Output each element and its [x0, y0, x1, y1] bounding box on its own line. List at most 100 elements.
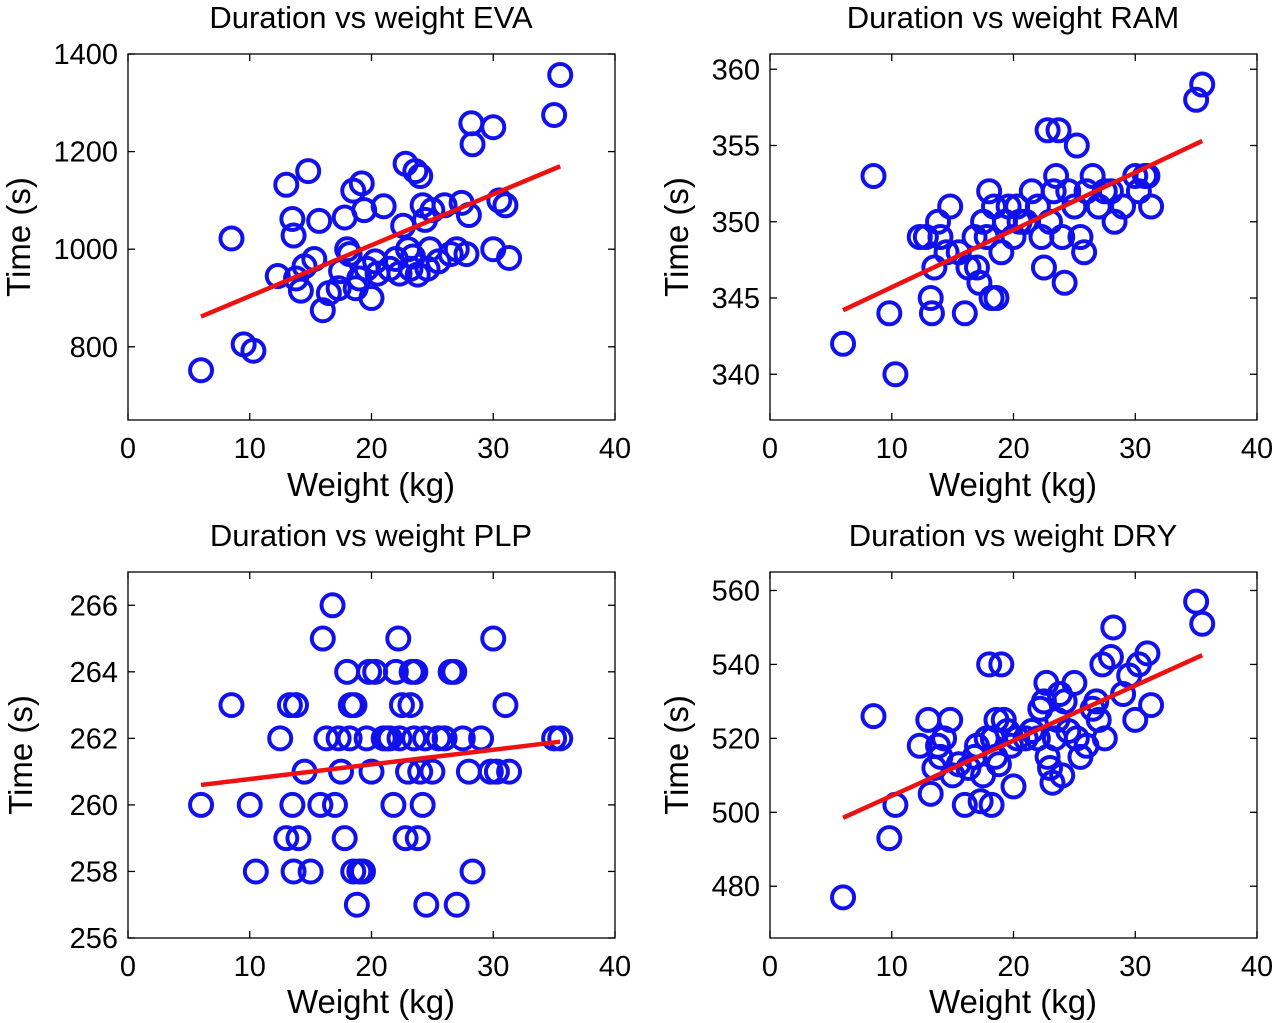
y-tick-label: 360 — [712, 54, 760, 86]
data-point — [985, 751, 1012, 778]
data-point — [951, 791, 978, 818]
data-point — [860, 703, 887, 730]
data-point — [830, 330, 857, 357]
data-point — [273, 171, 300, 198]
y-tick-label: 340 — [712, 359, 760, 391]
x-tick-label: 30 — [1119, 951, 1151, 983]
data-point — [401, 725, 428, 752]
data-point — [1040, 178, 1067, 205]
fit-line — [200, 739, 561, 788]
x-axis-label: Weight (kg) — [287, 983, 455, 1020]
y-tick-label: 500 — [712, 797, 760, 829]
x-tick-label: 20 — [997, 951, 1029, 983]
data-point — [287, 277, 314, 304]
data-point — [1030, 254, 1057, 281]
data-point — [1189, 71, 1216, 98]
x-tick-label: 30 — [477, 433, 509, 465]
data-point — [397, 255, 424, 282]
fit-line — [842, 138, 1204, 313]
data-point — [412, 725, 439, 752]
data-point — [1063, 132, 1090, 159]
data-point — [1049, 762, 1076, 789]
data-point — [242, 858, 269, 885]
y-tick-label: 264 — [70, 657, 118, 689]
chart-panel-ram: Duration vs weight RAM Weight (kg) Time … — [658, 0, 1273, 503]
data-point — [925, 732, 952, 759]
data-point — [331, 825, 358, 852]
data-point — [279, 791, 306, 818]
data-point — [1045, 117, 1072, 144]
data-point — [976, 651, 1003, 678]
data-point — [437, 241, 464, 268]
data-point — [325, 275, 352, 302]
data-point — [441, 658, 468, 685]
x-tick-label: 40 — [1241, 951, 1273, 983]
data-point — [1110, 193, 1137, 220]
data-point — [285, 825, 312, 852]
data-point — [392, 825, 419, 852]
data-point — [547, 725, 574, 752]
x-tick-label: 10 — [876, 433, 908, 465]
data-point — [218, 225, 245, 252]
data-point — [1051, 269, 1078, 296]
data-point — [218, 692, 245, 719]
data-point — [492, 192, 519, 219]
chart-panel-plp: Duration vs weight PLP Weight (kg) Time … — [2, 518, 631, 1020]
fit-line — [842, 653, 1204, 820]
data-point — [321, 791, 348, 818]
data-point — [280, 222, 307, 249]
data-point — [240, 337, 267, 364]
data-point — [988, 651, 1015, 678]
data-point — [453, 241, 480, 268]
data-point — [273, 825, 300, 852]
data-point — [443, 891, 470, 918]
data-point — [402, 658, 429, 685]
data-point — [267, 725, 294, 752]
data-point — [297, 858, 324, 885]
y-tick-label: 1000 — [53, 234, 118, 266]
data-point — [1122, 706, 1149, 733]
data-point — [1067, 224, 1094, 250]
data-point — [341, 692, 368, 719]
data-point — [876, 300, 903, 327]
data-point — [409, 791, 436, 818]
data-point — [830, 884, 857, 911]
y-tick-label: 540 — [712, 649, 760, 681]
y-tick-label: 266 — [70, 590, 118, 622]
x-tick-label: 20 — [355, 433, 387, 465]
data-point — [1018, 717, 1045, 744]
data-point — [547, 61, 574, 88]
data-point — [1091, 725, 1118, 752]
data-point — [1183, 86, 1210, 113]
x-tick-label: 10 — [234, 951, 266, 983]
data-point — [188, 791, 215, 818]
plot-area — [769, 53, 1258, 421]
data-point — [937, 193, 964, 220]
data-point — [990, 706, 1017, 733]
data-point — [307, 791, 334, 818]
data-point — [306, 207, 333, 234]
chart-title: Duration vs weight PLP — [210, 518, 532, 553]
data-point — [283, 692, 310, 719]
data-point — [280, 858, 307, 885]
data-point — [459, 858, 486, 885]
data-point — [983, 285, 1010, 311]
data-point — [541, 102, 568, 128]
data-point — [480, 625, 507, 652]
fit-line — [200, 164, 562, 319]
plot-area — [127, 53, 616, 421]
data-point — [1061, 669, 1088, 696]
chart-panel-dry: Duration vs weight DRY Weight (kg) Time … — [658, 518, 1273, 1020]
data-point — [402, 158, 429, 185]
data-point — [1100, 614, 1127, 641]
data-point — [951, 300, 978, 327]
data-point — [976, 178, 1003, 205]
data-point — [876, 825, 903, 852]
data-point — [349, 858, 376, 885]
data-point — [978, 791, 1005, 818]
x-tick-label: 40 — [1241, 433, 1273, 465]
y-tick-label: 350 — [712, 207, 760, 239]
x-tick-label: 0 — [120, 433, 136, 465]
data-point — [404, 825, 431, 852]
